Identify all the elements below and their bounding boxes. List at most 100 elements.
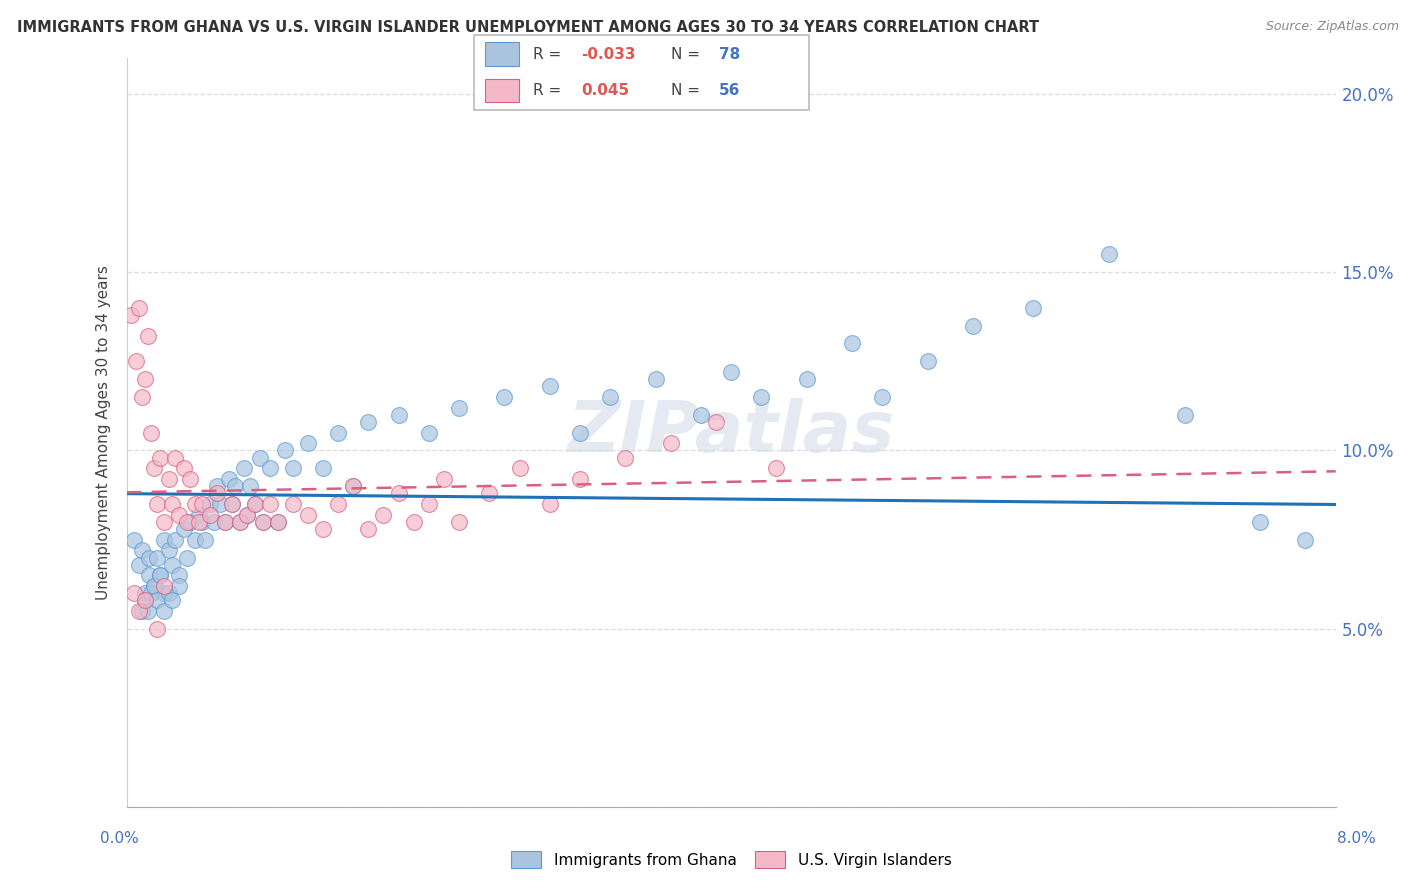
Text: Source: ZipAtlas.com: Source: ZipAtlas.com xyxy=(1265,20,1399,33)
Point xyxy=(205,479,228,493)
Point xyxy=(142,461,165,475)
Text: R =: R = xyxy=(533,83,561,98)
Point xyxy=(342,479,364,493)
Point xyxy=(229,515,252,529)
Point xyxy=(841,336,863,351)
Point xyxy=(509,461,531,475)
Point xyxy=(188,515,211,529)
Point xyxy=(449,515,471,529)
Point xyxy=(128,301,150,315)
Point xyxy=(153,586,176,600)
Point xyxy=(259,461,281,475)
Point xyxy=(433,472,456,486)
Point xyxy=(312,522,335,536)
Point xyxy=(962,318,984,333)
Point xyxy=(236,508,259,522)
Point xyxy=(136,329,159,343)
Point xyxy=(138,550,160,565)
Point xyxy=(218,472,240,486)
Text: -0.033: -0.033 xyxy=(581,46,636,62)
Point xyxy=(176,515,198,529)
Point xyxy=(252,515,274,529)
Point xyxy=(917,354,939,368)
Point xyxy=(1098,247,1121,261)
Point xyxy=(402,515,425,529)
Point xyxy=(173,461,195,475)
Point xyxy=(191,515,214,529)
Point xyxy=(568,425,592,440)
Point xyxy=(538,379,561,393)
Point xyxy=(176,550,198,565)
Point xyxy=(163,533,186,547)
Point xyxy=(872,390,894,404)
Text: R =: R = xyxy=(533,46,561,62)
Point xyxy=(214,515,236,529)
Point xyxy=(357,522,380,536)
Point xyxy=(157,543,180,558)
Point xyxy=(194,533,217,547)
Point xyxy=(297,436,319,450)
Point xyxy=(163,450,186,465)
Point xyxy=(599,390,621,404)
Point xyxy=(252,515,274,529)
Point xyxy=(157,472,180,486)
Point xyxy=(233,461,256,475)
Legend: Immigrants from Ghana, U.S. Virgin Islanders: Immigrants from Ghana, U.S. Virgin Islan… xyxy=(505,845,957,874)
Point xyxy=(128,604,150,618)
Point xyxy=(169,508,191,522)
Point xyxy=(183,533,205,547)
Text: 0.045: 0.045 xyxy=(581,83,630,98)
Point xyxy=(153,515,176,529)
Text: 56: 56 xyxy=(718,83,741,98)
Point xyxy=(202,515,225,529)
Point xyxy=(221,497,243,511)
Point xyxy=(128,558,150,572)
Point xyxy=(134,372,156,386)
Point xyxy=(153,579,176,593)
Point xyxy=(134,593,156,607)
Point xyxy=(281,461,304,475)
Point xyxy=(146,622,169,636)
Point xyxy=(221,497,243,511)
Point xyxy=(205,486,228,500)
Point xyxy=(169,579,191,593)
Point xyxy=(704,415,727,429)
Point xyxy=(198,508,221,522)
Point xyxy=(1174,408,1197,422)
Point xyxy=(796,372,818,386)
Text: IMMIGRANTS FROM GHANA VS U.S. VIRGIN ISLANDER UNEMPLOYMENT AMONG AGES 30 TO 34 Y: IMMIGRANTS FROM GHANA VS U.S. VIRGIN ISL… xyxy=(17,20,1039,35)
Point xyxy=(122,533,145,547)
Point xyxy=(449,401,471,415)
Point xyxy=(388,486,411,500)
Point xyxy=(160,497,183,511)
Point xyxy=(239,479,262,493)
Point xyxy=(146,497,169,511)
Text: 0.0%: 0.0% xyxy=(100,831,139,846)
Point xyxy=(644,372,666,386)
Point xyxy=(274,443,297,458)
Point xyxy=(124,354,146,368)
Point xyxy=(614,450,637,465)
FancyBboxPatch shape xyxy=(485,78,519,102)
Point xyxy=(136,604,159,618)
Point xyxy=(388,408,411,422)
Point xyxy=(188,508,211,522)
Point xyxy=(312,461,335,475)
Point xyxy=(357,415,380,429)
Point xyxy=(142,579,165,593)
Point xyxy=(281,497,304,511)
Point xyxy=(131,390,153,404)
Point xyxy=(1294,533,1316,547)
Point xyxy=(538,497,561,511)
Point xyxy=(173,522,195,536)
Text: 8.0%: 8.0% xyxy=(1337,831,1376,846)
Text: N =: N = xyxy=(671,46,700,62)
Point xyxy=(120,308,142,322)
Point xyxy=(169,568,191,582)
Point xyxy=(134,586,156,600)
Point xyxy=(229,515,252,529)
Point xyxy=(326,425,350,440)
Point xyxy=(236,508,259,522)
Point xyxy=(373,508,395,522)
Point xyxy=(418,497,440,511)
